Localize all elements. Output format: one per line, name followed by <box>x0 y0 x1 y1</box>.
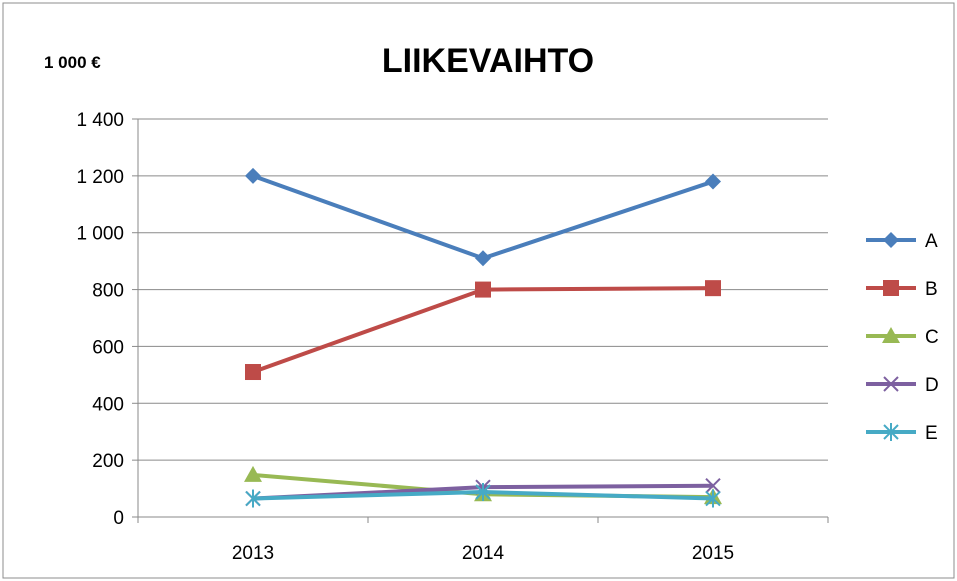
legend-label-a: A <box>925 231 938 252</box>
y-tick-label: 0 <box>113 508 124 529</box>
y-tick-label: 800 <box>92 281 124 302</box>
marker-stroke <box>883 376 899 392</box>
y-tick-label: 1 400 <box>76 110 124 131</box>
legend-item-a: A <box>866 231 938 252</box>
series-a <box>245 167 721 267</box>
series-e-point <box>705 489 721 508</box>
legend-label-c: C <box>925 327 939 348</box>
legend-item-d: D <box>866 375 939 396</box>
series-b-point <box>705 280 721 297</box>
series-b-point <box>475 281 491 298</box>
legend-item-e: E <box>866 423 938 444</box>
series-c-point <box>244 465 262 482</box>
legend-label-e: E <box>925 423 938 444</box>
series-d-point <box>705 478 721 494</box>
legend-item-c: C <box>866 327 939 348</box>
series-e-point <box>245 489 261 508</box>
x-tick-label: 2015 <box>692 543 734 564</box>
legend-marker-c <box>882 327 900 343</box>
y-tick-label: 600 <box>92 337 124 358</box>
marker-stroke <box>705 478 721 494</box>
series-layer <box>244 167 722 508</box>
legend: A B C D E <box>866 231 939 444</box>
legend-label-d: D <box>925 375 939 396</box>
series-a-point <box>475 250 491 267</box>
legend-marker-b <box>883 280 899 296</box>
y-tick-label: 1 000 <box>76 224 124 245</box>
x-tick-label: 2014 <box>462 543 505 564</box>
y-tick-label: 1 200 <box>76 167 124 188</box>
legend-marker-d <box>883 376 899 392</box>
series-e-point <box>475 482 491 501</box>
series-e <box>245 482 721 508</box>
legend-marker-e <box>883 423 899 441</box>
y-tick-label: 400 <box>92 394 124 415</box>
legend-label-b: B <box>925 279 938 300</box>
y-tick-label: 200 <box>92 451 124 472</box>
series-b-point <box>245 364 261 381</box>
series-a-point <box>705 173 721 190</box>
series-b <box>245 280 721 381</box>
axes: 0 200 400 600 800 1 000 1 200 1 400 2013 2014 2015 <box>76 110 829 564</box>
x-tick-label: 2013 <box>232 543 274 564</box>
unit-label: 1 000 € <box>44 53 101 72</box>
legend-item-b: B <box>866 279 938 300</box>
series-a-point <box>245 167 261 184</box>
legend-marker-a <box>883 232 899 248</box>
chart-title: LIIKEVAIHTO <box>382 42 594 80</box>
